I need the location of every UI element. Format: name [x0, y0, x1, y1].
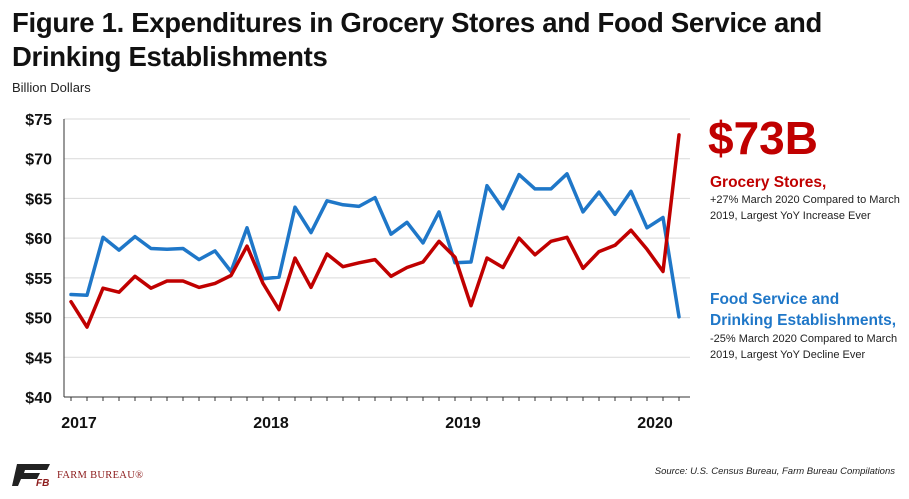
food-service-callout-heading-line1: Food Service and: [710, 291, 840, 308]
x-tick-label: 2020: [637, 415, 673, 432]
y-tick-label: $45: [25, 350, 52, 367]
food-service-callout-heading-line2: Drinking Establishments,: [710, 312, 897, 329]
x-tick-label: 2017: [61, 415, 97, 432]
y-tick-label: $65: [25, 191, 52, 208]
food-service-callout-note: -25% March 2020 Compared to March 2019, …: [710, 333, 898, 361]
grocery-headline-value: $73B: [708, 112, 818, 164]
gridlines: [63, 118, 690, 398]
series-lines: [69, 133, 681, 329]
series-line-grocery: [69, 133, 681, 329]
y-tick-label: $75: [25, 112, 52, 129]
x-tick-label: 2019: [445, 415, 481, 432]
chart-title: Figure 1. Expenditures in Grocery Stores…: [12, 7, 822, 72]
y-axis-ticks: $40 $45 $50 $55 $60 $65 $70 $75: [25, 112, 52, 407]
x-axis-ticks: 2017 2018 2019 2020: [61, 397, 680, 432]
grocery-callout-heading: Grocery Stores,: [710, 174, 827, 191]
series-line-food_service: [69, 172, 681, 319]
y-tick-label: $55: [25, 271, 52, 288]
farm-bureau-logo-icon: FB: [12, 464, 50, 488]
y-tick-label: $40: [25, 390, 52, 407]
y-tick-label: $60: [25, 231, 52, 248]
y-axis-units: Billion Dollars: [12, 80, 91, 95]
logo-mark-text: FB: [36, 478, 49, 488]
source-note: Source: U.S. Census Bureau, Farm Bureau …: [654, 466, 895, 477]
grocery-callout-note: +27% March 2020 Compared to March 2019, …: [710, 194, 900, 222]
y-tick-label: $50: [25, 311, 52, 328]
farm-bureau-logo: FB FARM BUREAU®: [12, 462, 143, 488]
x-tick-label: 2018: [253, 415, 289, 432]
y-tick-label: $70: [25, 152, 52, 169]
logo-text: FARM BUREAU®: [57, 469, 144, 481]
